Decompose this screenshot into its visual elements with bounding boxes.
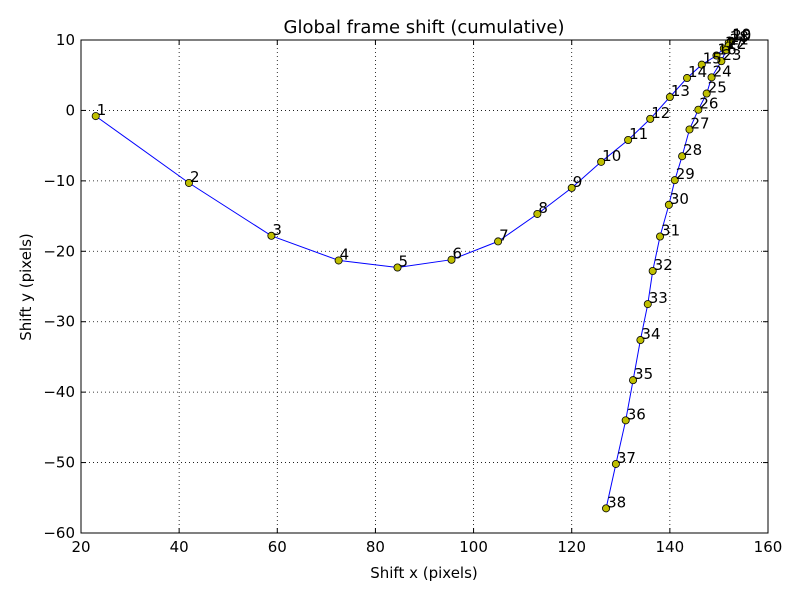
point-label: 3	[272, 221, 282, 239]
data-point	[717, 57, 726, 66]
point-label: 8	[538, 199, 548, 217]
x-axis-title: Shift x (pixels)	[370, 564, 478, 582]
point-label: 1	[97, 101, 107, 119]
data-point	[91, 112, 100, 121]
point-label: 4	[340, 245, 350, 263]
data-point	[697, 60, 706, 69]
data-point	[722, 45, 731, 54]
data-point	[447, 255, 456, 264]
x-tick-label: 160	[754, 538, 783, 556]
point-label: 14	[688, 63, 707, 81]
y-axis-title: Shift y (pixels)	[17, 233, 35, 341]
data-point	[665, 93, 674, 102]
point-label: 27	[690, 114, 709, 132]
point-label: 34	[641, 325, 660, 343]
x-tick-label: 120	[557, 538, 586, 556]
y-tick-label: 10	[56, 31, 75, 49]
point-label: 23	[722, 46, 741, 64]
y-tick-label: −50	[43, 454, 75, 472]
data-point	[685, 125, 694, 134]
y-tick-label: −30	[43, 313, 75, 331]
point-label: 15	[703, 50, 722, 68]
data-point	[621, 416, 630, 425]
point-label: 33	[649, 289, 668, 307]
chart-title: Global frame shift (cumulative)	[284, 17, 565, 38]
x-tick-label: 60	[268, 538, 287, 556]
point-label: 18	[730, 28, 749, 46]
data-point	[648, 267, 657, 276]
data-point	[567, 183, 576, 192]
data-point	[678, 152, 687, 161]
point-label: 35	[634, 365, 653, 383]
point-label: 30	[670, 190, 689, 208]
data-point	[670, 176, 679, 185]
y-tick-label: −40	[43, 383, 75, 401]
point-label: 25	[708, 79, 727, 97]
point-label: 12	[651, 104, 670, 122]
y-tick-labels: −60 −50 −40 −30 −20 −10 0 10	[43, 31, 75, 542]
data-point	[712, 51, 721, 60]
plot-frame	[80, 39, 769, 534]
point-label: 2	[190, 168, 200, 186]
data-point	[694, 105, 703, 114]
point-label: 19	[732, 26, 751, 44]
point-label: 17	[725, 33, 744, 51]
data-point	[334, 256, 343, 265]
point-label: 10	[602, 147, 621, 165]
data-point	[707, 73, 716, 82]
marker-layer	[91, 36, 736, 513]
point-label: 31	[661, 221, 680, 239]
series-line	[95, 39, 732, 509]
x-tick-label: 80	[366, 538, 385, 556]
x-tick-label: 40	[170, 538, 189, 556]
point-label: 13	[671, 82, 690, 100]
y-tick-label: −20	[43, 242, 75, 260]
point-label: 26	[699, 95, 718, 113]
point-label: 37	[617, 449, 636, 467]
data-point	[597, 157, 606, 166]
point-label: 16	[717, 40, 736, 58]
point-label: 29	[676, 165, 695, 183]
data-point	[602, 504, 611, 513]
point-label: 38	[607, 493, 626, 511]
data-point	[533, 209, 542, 218]
point-label: 6	[452, 245, 462, 263]
data-point	[702, 89, 711, 98]
data-point	[267, 231, 276, 240]
point-label: 7	[499, 226, 509, 244]
point-label: 32	[654, 256, 673, 274]
x-tick-label: 100	[459, 538, 488, 556]
y-tick-label: −60	[43, 524, 75, 542]
data-point	[664, 200, 673, 209]
point-label: 11	[629, 125, 648, 143]
data-point	[656, 232, 665, 241]
data-point	[184, 178, 193, 187]
data-point	[624, 136, 633, 145]
series-line-layer	[95, 39, 732, 509]
point-label: 22	[727, 35, 746, 53]
x-tick-label: 20	[71, 538, 90, 556]
point-label: 9	[573, 173, 583, 191]
y-tick-label: −10	[43, 172, 75, 190]
data-point	[646, 114, 655, 123]
data-point	[643, 300, 652, 309]
y-tick-label: 0	[65, 101, 75, 119]
point-label: 36	[627, 405, 646, 423]
data-point	[494, 237, 503, 246]
data-point	[683, 74, 692, 83]
point-label: 5	[399, 252, 409, 270]
data-point	[611, 459, 620, 468]
data-point	[393, 263, 402, 272]
data-point	[636, 336, 645, 345]
data-point	[629, 376, 638, 385]
point-label: 24	[713, 62, 732, 80]
tick-layer	[80, 39, 769, 534]
x-tick-labels: 20 40 60 80 100 120 140 160	[71, 538, 782, 556]
x-tick-label: 140	[656, 538, 685, 556]
point-label: 28	[683, 141, 702, 159]
